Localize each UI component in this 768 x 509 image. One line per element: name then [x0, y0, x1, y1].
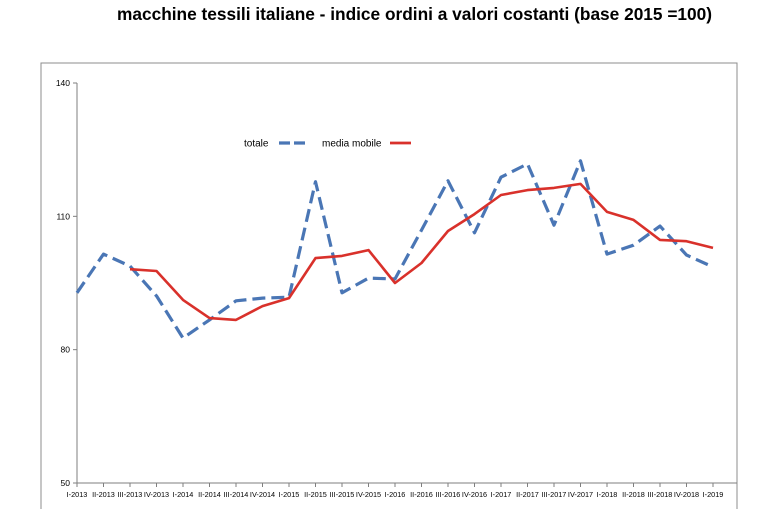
- point-media-mobile-iv-2016: [472, 212, 477, 217]
- series-group: [75, 158, 716, 341]
- x-tick-label-iii-2017: III-2017: [542, 490, 567, 499]
- x-tick-label-iii-2016: III-2016: [436, 490, 461, 499]
- point-totale-iii-2016: [446, 178, 451, 183]
- point-media-mobile-ii-2015: [313, 256, 318, 261]
- point-totale-iv-2015: [366, 276, 371, 281]
- x-tick-label-i-2015: I-2015: [279, 490, 300, 499]
- point-totale-ii-2013: [101, 252, 106, 257]
- point-media-mobile-iv-2017: [578, 181, 583, 186]
- x-tick-label-iv-2018: IV-2018: [674, 490, 699, 499]
- point-totale-iii-2017: [552, 223, 557, 228]
- x-tick-label-i-2016: I-2016: [385, 490, 406, 499]
- x-tick-label-i-2014: I-2014: [173, 490, 194, 499]
- point-totale-ii-2017: [525, 161, 530, 166]
- point-media-mobile-iv-2013: [154, 269, 159, 274]
- point-media-mobile-iii-2017: [552, 185, 557, 190]
- chart-area-border: [40, 62, 738, 509]
- x-tick-label-ii-2017: II-2017: [516, 490, 539, 499]
- y-tick-label-140: 140: [56, 78, 70, 88]
- series-line-totale: [75, 159, 714, 340]
- x-tick-label-i-2018: I-2018: [597, 490, 618, 499]
- point-totale-iv-2018: [684, 253, 689, 258]
- series-line-media-mobile: [129, 182, 714, 322]
- x-tick-label-iv-2014: IV-2014: [250, 490, 275, 499]
- x-tick-label-ii-2018: II-2018: [622, 490, 645, 499]
- x-tick-label-i-2019: I-2019: [703, 490, 724, 499]
- x-tick-label-ii-2015: II-2015: [304, 490, 327, 499]
- point-totale-iv-2017: [578, 158, 583, 163]
- y-axis-ticks: 50 80 110 140: [56, 78, 77, 488]
- point-media-mobile-iii-2016: [446, 229, 451, 234]
- point-media-mobile-i-2017: [499, 193, 504, 198]
- x-tick-label-iii-2015: III-2015: [330, 490, 355, 499]
- x-tick-label-iv-2017: IV-2017: [568, 490, 593, 499]
- point-media-mobile-iv-2015: [366, 248, 371, 253]
- legend-label-media-mobile: media mobile: [322, 139, 382, 150]
- point-totale-iv-2014: [260, 296, 265, 301]
- point-totale-i-2017: [499, 175, 504, 180]
- point-totale-iii-2014: [234, 298, 239, 303]
- point-media-mobile-i-2015: [287, 296, 292, 301]
- x-tick-label-iv-2016: IV-2016: [462, 490, 487, 499]
- x-tick-label-iv-2015: IV-2015: [356, 490, 381, 499]
- point-totale-i-2019: [711, 265, 716, 270]
- point-media-mobile-i-2019: [711, 245, 716, 250]
- x-tick-label-ii-2016: II-2016: [410, 490, 433, 499]
- point-totale-ii-2016: [419, 228, 424, 233]
- point-media-mobile-ii-2016: [419, 261, 424, 266]
- x-tick-label-iii-2014: III-2014: [224, 490, 249, 499]
- point-media-mobile-iii-2013: [128, 267, 133, 272]
- point-totale-iii-2015: [340, 290, 345, 295]
- point-totale-iv-2013: [154, 293, 159, 298]
- x-axis-ticks: I-2013 II-2013 III-2013 IV-2013 I-2014 II-201…: [67, 483, 724, 499]
- chart-title: macchine tessili italiane - indice ordin…: [117, 4, 713, 24]
- point-totale-ii-2018: [631, 243, 636, 248]
- point-media-mobile-iv-2014: [260, 304, 265, 309]
- point-totale-iii-2018: [658, 224, 663, 229]
- point-media-mobile-i-2014: [181, 297, 186, 302]
- point-totale-iv-2016: [472, 230, 477, 235]
- x-tick-label-ii-2013: II-2013: [92, 490, 115, 499]
- legend-label-totale: totale: [244, 139, 269, 150]
- point-media-mobile-iv-2018: [684, 239, 689, 244]
- point-media-mobile-ii-2017: [525, 188, 530, 193]
- x-tick-label-ii-2014: II-2014: [198, 490, 221, 499]
- point-totale-ii-2015: [313, 179, 318, 184]
- point-totale-i-2018: [605, 252, 610, 257]
- point-media-mobile-ii-2018: [631, 217, 636, 222]
- point-totale-i-2013: [75, 290, 80, 295]
- x-tick-label-i-2017: I-2017: [491, 490, 512, 499]
- x-tick-label-i-2013: I-2013: [67, 490, 88, 499]
- x-tick-label-iv-2013: IV-2013: [144, 490, 169, 499]
- point-media-mobile-iii-2015: [340, 253, 345, 258]
- y-tick-label-110: 110: [56, 211, 70, 221]
- legend: totale media mobile: [244, 139, 411, 150]
- point-media-mobile-ii-2014: [207, 316, 212, 321]
- point-media-mobile-i-2016: [393, 281, 398, 286]
- x-tick-label-iii-2013: III-2013: [118, 490, 143, 499]
- point-media-mobile-iii-2014: [234, 317, 239, 322]
- point-media-mobile-i-2018: [605, 209, 610, 214]
- y-tick-label-80: 80: [61, 345, 71, 355]
- point-totale-i-2014: [181, 336, 186, 341]
- x-tick-label-iii-2018: III-2018: [648, 490, 673, 499]
- y-tick-label-50: 50: [61, 478, 71, 488]
- point-media-mobile-iii-2018: [658, 237, 663, 242]
